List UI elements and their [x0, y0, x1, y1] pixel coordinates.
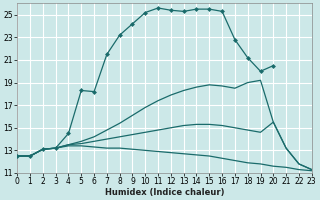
X-axis label: Humidex (Indice chaleur): Humidex (Indice chaleur)	[105, 188, 224, 197]
